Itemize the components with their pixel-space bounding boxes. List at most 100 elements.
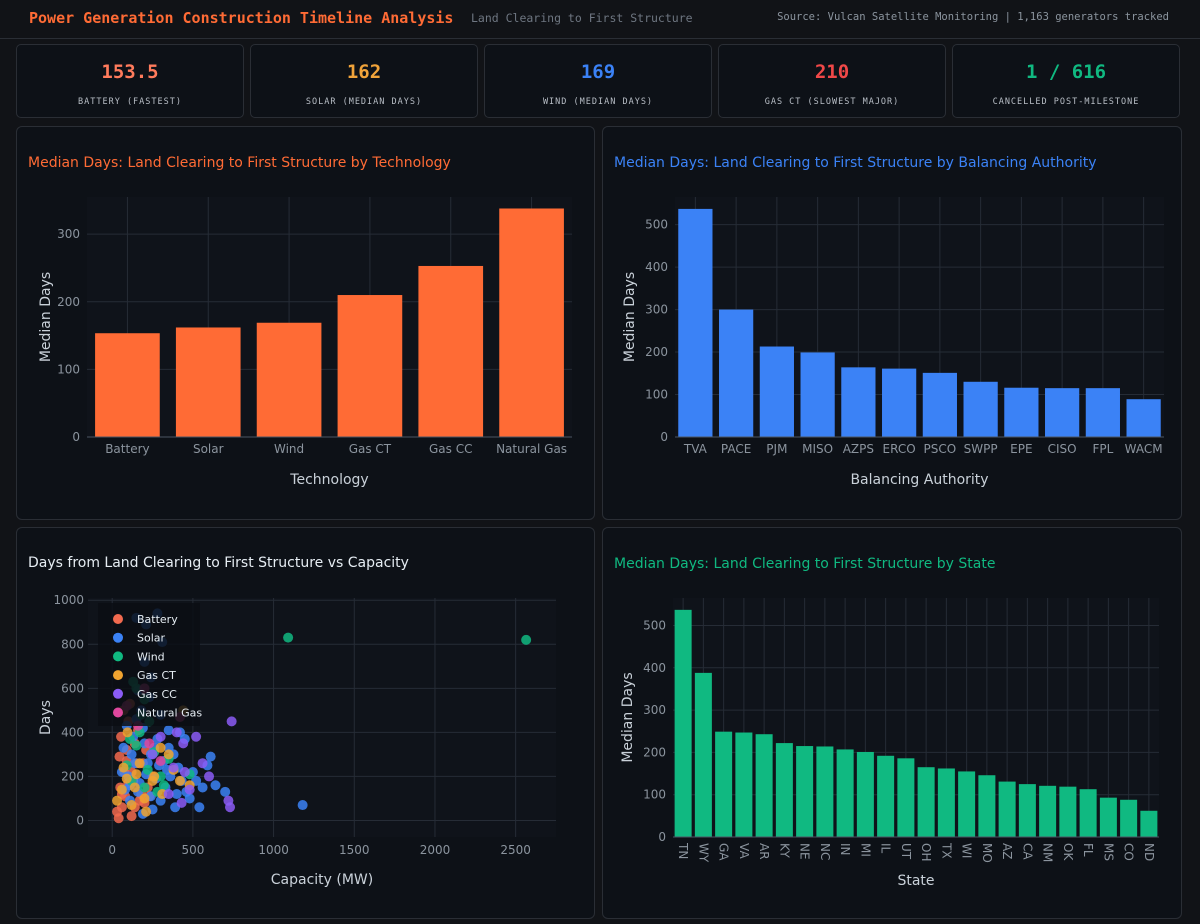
x-tick-label: KY (777, 843, 791, 858)
x-tick-label: IN (838, 843, 852, 856)
y-axis-label: Median Days (620, 672, 636, 762)
y-axis-label: Median Days (38, 272, 54, 362)
kpi-value: 162 (346, 61, 382, 83)
kpi-label: BATTERY (FASTEST) (78, 97, 182, 107)
y-axis-label: Median Days (622, 272, 638, 362)
x-tick-label: 2500 (500, 843, 531, 857)
capacity-scatter-chart: Days from Land Clearing to First Structu… (28, 555, 556, 888)
x-tick-label: MS (1101, 843, 1115, 861)
scatter-point (116, 784, 127, 795)
kpi-label: CANCELLED POST-MILESTONE (992, 97, 1140, 107)
scatter-point (139, 793, 150, 804)
x-tick-label: WY (696, 843, 710, 863)
legend-item[interactable]: Natural Gas (137, 707, 202, 720)
scatter-point (163, 725, 174, 736)
page-subtitle: Land Clearing to First Structure (471, 11, 693, 25)
bar-epe (1004, 387, 1039, 437)
x-tick-label: FPL (1092, 442, 1113, 456)
legend-marker (113, 688, 123, 699)
legend-item[interactable]: Gas CC (137, 688, 177, 701)
y-tick-label: 500 (645, 218, 668, 232)
balancing-authority-bar-chart: Median Days: Land Clearing to First Stru… (614, 155, 1164, 488)
kpi-label: GAS CT (SLOWEST MAJOR) (764, 97, 900, 107)
x-tick-label: AZPS (843, 442, 874, 456)
y-tick-label: 400 (61, 725, 84, 739)
scatter-point (210, 780, 221, 791)
scatter-point (179, 767, 190, 778)
bar-mi (856, 751, 874, 837)
legend-item[interactable]: Gas CT (137, 669, 176, 682)
y-tick-label: 800 (61, 637, 84, 651)
scatter-point (204, 771, 215, 782)
scatter-point (184, 793, 195, 804)
y-tick-label: 100 (57, 362, 80, 376)
scatter-point (139, 782, 150, 793)
scatter-point (155, 742, 166, 753)
x-tick-label: TVA (683, 442, 708, 456)
bar-gas-cc (418, 265, 484, 437)
scatter-point (122, 727, 133, 738)
x-tick-label: ERCO (883, 442, 916, 456)
bar-azps (841, 367, 876, 437)
scatter-point (147, 749, 158, 760)
x-tick-label: Solar (193, 442, 224, 456)
legend-marker (113, 670, 123, 681)
scatter-point (194, 802, 205, 813)
bar-battery (95, 333, 160, 437)
x-tick-label: EPE (1010, 442, 1032, 456)
chart-title: Days from Land Clearing to First Structu… (28, 555, 409, 571)
chart-panel-balancing-authority: Median Days: Land Clearing to First Stru… (602, 126, 1182, 520)
bar-ok (1059, 786, 1077, 837)
scatter-point (226, 716, 237, 727)
legend-item[interactable]: Battery (137, 613, 178, 626)
header-bar: Power Generation Construction Timeline A… (0, 0, 1200, 39)
scatter-point (142, 764, 153, 775)
bar-tva (678, 208, 713, 437)
bar-wy (694, 672, 712, 837)
bar-nc (816, 746, 834, 837)
scatter-point (118, 742, 129, 753)
scatter-point (112, 795, 123, 806)
legend-item[interactable]: Solar (137, 632, 166, 645)
x-tick-label: 500 (181, 843, 204, 857)
legend-item[interactable]: Wind (137, 650, 165, 663)
x-tick-label: SWPP (964, 442, 998, 456)
kpi-value: 210 (814, 61, 850, 83)
plot-area (673, 598, 1159, 837)
scatter-point (155, 731, 166, 742)
bar-tn (674, 609, 692, 837)
x-tick-label: PSCO (924, 442, 957, 456)
bar-oh (917, 767, 935, 837)
x-tick-label: Natural Gas (496, 442, 567, 456)
scatter-point (126, 811, 137, 822)
y-tick-label: 400 (643, 661, 666, 675)
chart-title: Median Days: Land Clearing to First Stru… (614, 155, 1097, 171)
x-tick-label: MI (858, 843, 872, 857)
scatter-point (163, 789, 174, 800)
x-tick-label: GA (717, 843, 731, 861)
kpi-value: 153.5 (101, 61, 159, 83)
scatter-point (121, 773, 132, 784)
bar-pace (719, 309, 754, 437)
x-axis-label: Technology (289, 472, 368, 488)
scatter-point (197, 782, 208, 793)
x-tick-label: MO (980, 843, 994, 863)
state-bar-chart: Median Days: Land Clearing to First Stru… (614, 556, 1159, 889)
scatter-point (134, 758, 145, 769)
x-tick-label: TX (939, 842, 953, 859)
x-tick-label: NE (798, 843, 812, 860)
scatter-point (141, 806, 152, 817)
scatter-point (174, 775, 185, 786)
chart-panel-state: Median Days: Land Clearing to First Stru… (602, 527, 1182, 919)
bar-mo (978, 775, 996, 837)
kpi-label: SOLAR (MEDIAN DAYS) (305, 97, 423, 107)
bar-wi (958, 771, 976, 837)
x-tick-label: CISO (1048, 442, 1077, 456)
scatter-point (171, 727, 182, 738)
bar-ciso (1045, 388, 1080, 437)
kpi-card-gas-ct: 210 GAS CT (SLOWEST MAJOR) (718, 44, 946, 118)
kpi-label: WIND (MEDIAN DAYS) (542, 97, 654, 107)
chart-title: Median Days: Land Clearing to First Stru… (614, 556, 995, 572)
legend[interactable]: Battery Solar Wind Gas CT Gas CC Natural Gas (98, 603, 202, 726)
x-tick-label: CA (1020, 843, 1034, 860)
